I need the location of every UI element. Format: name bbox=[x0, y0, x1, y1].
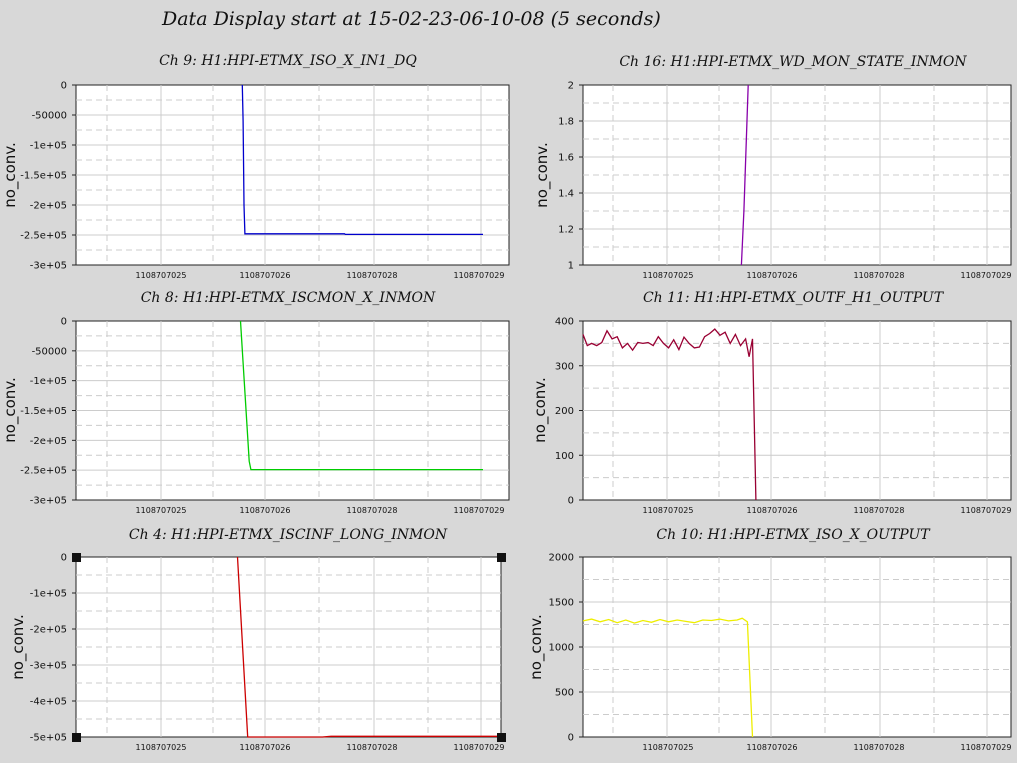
series-line-3 bbox=[239, 320, 483, 471]
y-tick-label: -2e+05 bbox=[30, 625, 67, 636]
x-tick-label: 1108707025 bbox=[643, 271, 694, 280]
y-axis-label: no_conv. bbox=[1, 142, 20, 208]
y-tick-label: 0 bbox=[568, 733, 574, 744]
y-tick-label: -50000 bbox=[32, 111, 67, 122]
series-line-6 bbox=[582, 617, 754, 738]
y-tick-label: 2000 bbox=[549, 553, 574, 564]
chart-title-6: Ch 10: H1:HPI-ETMX_ISO_X_OUTPUT bbox=[656, 527, 931, 543]
y-tick-label: -50000 bbox=[32, 346, 67, 357]
y-axis-label: no_conv. bbox=[531, 377, 550, 443]
y-axis-label: no_conv. bbox=[9, 614, 28, 680]
y-tick-label: -3e+05 bbox=[30, 661, 67, 672]
x-tick-label: 1108707029 bbox=[454, 743, 505, 752]
chart-title-4: Ch 11: H1:HPI-ETMX_OUTF_H1_OUTPUT bbox=[643, 290, 945, 306]
y-tick-label: -4e+05 bbox=[30, 697, 67, 708]
y-tick-label: -5e+05 bbox=[30, 733, 67, 744]
y-tick-label: 0 bbox=[61, 317, 67, 328]
y-tick-label: -2e+05 bbox=[30, 201, 67, 212]
selection-handle[interactable] bbox=[497, 553, 506, 562]
y-tick-label: -1e+05 bbox=[30, 589, 67, 600]
y-tick-label: 1.2 bbox=[558, 225, 574, 236]
y-tick-label: 0 bbox=[61, 81, 67, 92]
x-tick-label: 1108707026 bbox=[747, 271, 798, 280]
y-tick-label: -2e+05 bbox=[30, 436, 67, 447]
x-tick-label: 1108707026 bbox=[240, 743, 291, 752]
y-axis-label: no_conv. bbox=[527, 614, 546, 680]
y-tick-label: 300 bbox=[555, 361, 574, 372]
x-tick-label: 1108707029 bbox=[454, 271, 505, 280]
chart-title-1: Ch 9: H1:HPI-ETMX_ISO_X_IN1_DQ bbox=[159, 53, 417, 69]
y-tick-label: 200 bbox=[555, 406, 574, 417]
y-tick-label: -2.5e+05 bbox=[20, 231, 67, 242]
x-tick-label: 1108707025 bbox=[136, 271, 187, 280]
y-tick-label: 1 bbox=[568, 261, 574, 272]
y-tick-label: 1.6 bbox=[558, 153, 574, 164]
y-tick-label: 100 bbox=[555, 451, 574, 462]
x-tick-label: 1108707028 bbox=[854, 743, 905, 752]
x-tick-label: 1108707025 bbox=[136, 743, 187, 752]
y-tick-label: 1.4 bbox=[558, 189, 574, 200]
selection-handle[interactable] bbox=[497, 733, 506, 742]
series-line-5 bbox=[236, 556, 501, 738]
y-tick-label: -3e+05 bbox=[30, 496, 67, 507]
y-tick-label: -1e+05 bbox=[30, 141, 67, 152]
y-tick-label: 2 bbox=[568, 81, 574, 92]
chart-title-5: Ch 4: H1:HPI-ETMX_ISCINF_LONG_INMON bbox=[129, 527, 448, 543]
series-line-2 bbox=[740, 84, 749, 266]
x-tick-label: 1108707025 bbox=[136, 506, 187, 515]
y-tick-label: 1500 bbox=[549, 598, 574, 609]
x-tick-label: 1108707026 bbox=[240, 271, 291, 280]
y-tick-label: -2.5e+05 bbox=[20, 466, 67, 477]
x-tick-label: 1108707026 bbox=[747, 743, 798, 752]
x-tick-label: 1108707028 bbox=[347, 506, 398, 515]
x-tick-label: 1108707029 bbox=[961, 743, 1012, 752]
selection-handle[interactable] bbox=[72, 733, 81, 742]
y-tick-label: 400 bbox=[555, 317, 574, 328]
chart-title-3: Ch 8: H1:HPI-ETMX_ISCMON_X_INMON bbox=[141, 290, 436, 306]
x-tick-label: 1108707029 bbox=[454, 506, 505, 515]
y-tick-label: -3e+05 bbox=[30, 261, 67, 272]
y-tick-label: 0 bbox=[61, 553, 67, 564]
x-tick-label: 1108707026 bbox=[747, 506, 798, 515]
y-tick-label: 1000 bbox=[549, 643, 574, 654]
x-tick-label: 1108707028 bbox=[347, 271, 398, 280]
page-title: Data Display start at 15-02-23-06-10-08 … bbox=[162, 8, 661, 30]
x-tick-label: 1108707025 bbox=[643, 506, 694, 515]
x-tick-label: 1108707025 bbox=[643, 743, 694, 752]
y-axis-label: no_conv. bbox=[1, 377, 20, 443]
y-tick-label: -1.5e+05 bbox=[20, 171, 67, 182]
series-line-1 bbox=[241, 84, 483, 236]
x-tick-label: 1108707028 bbox=[854, 271, 905, 280]
x-tick-label: 1108707028 bbox=[347, 743, 398, 752]
x-tick-label: 1108707029 bbox=[961, 271, 1012, 280]
y-tick-label: 0 bbox=[568, 496, 574, 507]
y-axis-label: no_conv. bbox=[533, 142, 552, 208]
chart-title-2: Ch 16: H1:HPI-ETMX_WD_MON_STATE_INMON bbox=[619, 54, 967, 70]
y-tick-label: -1e+05 bbox=[30, 376, 67, 387]
y-tick-label: -1.5e+05 bbox=[20, 406, 67, 417]
y-tick-label: 1.8 bbox=[558, 117, 574, 128]
y-tick-label: 500 bbox=[555, 688, 574, 699]
x-tick-label: 1108707026 bbox=[240, 506, 291, 515]
series-line-4 bbox=[582, 328, 757, 501]
x-tick-label: 1108707029 bbox=[961, 506, 1012, 515]
x-tick-label: 1108707028 bbox=[854, 506, 905, 515]
selection-handle[interactable] bbox=[72, 553, 81, 562]
